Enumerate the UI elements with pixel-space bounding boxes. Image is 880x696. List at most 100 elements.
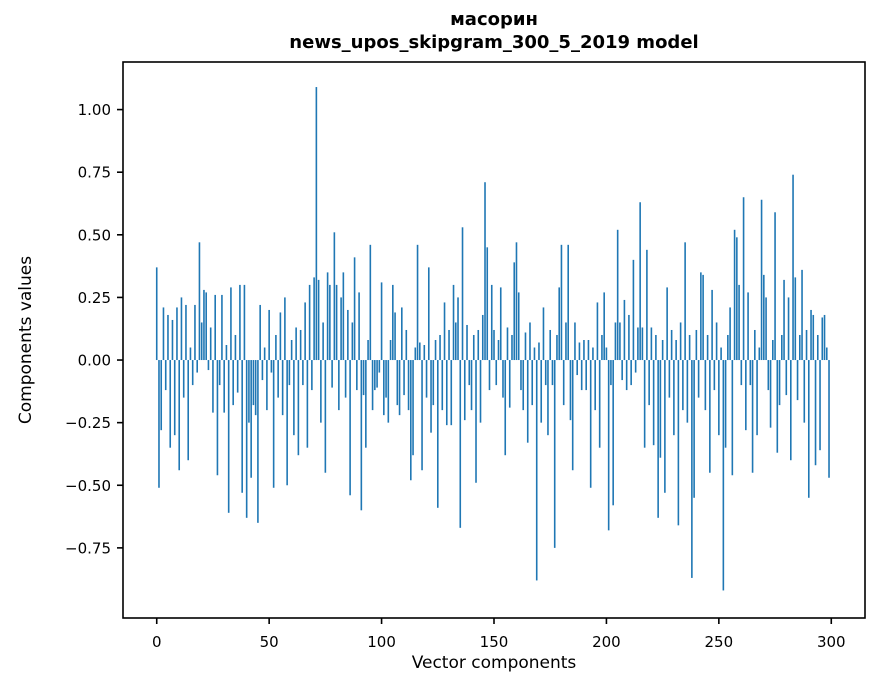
bar bbox=[697, 360, 700, 398]
bar bbox=[344, 360, 347, 398]
bar bbox=[403, 360, 405, 396]
chart-title: масорин bbox=[450, 9, 538, 30]
bar bbox=[436, 360, 439, 508]
bar bbox=[488, 360, 491, 391]
bar bbox=[466, 324, 468, 361]
bar bbox=[542, 307, 545, 361]
bar bbox=[218, 360, 221, 386]
bar bbox=[185, 304, 187, 361]
x-tick-label: 100 bbox=[367, 633, 396, 651]
bar bbox=[628, 314, 630, 361]
bar bbox=[589, 360, 592, 488]
bar bbox=[198, 242, 201, 361]
bar bbox=[524, 332, 527, 361]
bar bbox=[374, 360, 376, 391]
bar bbox=[445, 360, 448, 426]
bar bbox=[315, 87, 318, 361]
bar bbox=[459, 360, 462, 528]
y-axis-label: Components values bbox=[16, 256, 36, 424]
bar bbox=[293, 360, 295, 436]
bar bbox=[216, 360, 219, 476]
bar bbox=[695, 329, 698, 361]
bar bbox=[778, 360, 781, 406]
bar bbox=[825, 347, 828, 361]
bar bbox=[776, 360, 779, 453]
bar bbox=[515, 242, 518, 361]
bar bbox=[155, 267, 158, 361]
bar bbox=[729, 307, 731, 361]
bar bbox=[616, 229, 619, 361]
bar bbox=[709, 360, 711, 473]
bar bbox=[243, 284, 246, 361]
bar bbox=[603, 292, 605, 361]
bar bbox=[639, 202, 641, 361]
bar bbox=[508, 360, 511, 408]
bar bbox=[376, 360, 378, 388]
x-tick-label: 300 bbox=[817, 633, 846, 651]
bar bbox=[302, 360, 304, 386]
bar bbox=[576, 360, 578, 376]
bar bbox=[306, 360, 309, 448]
bar bbox=[794, 277, 797, 361]
bar bbox=[558, 287, 561, 361]
bar bbox=[463, 360, 466, 421]
bar bbox=[432, 360, 435, 406]
bar bbox=[596, 302, 599, 361]
bar bbox=[731, 360, 734, 476]
bar bbox=[338, 360, 340, 411]
bar bbox=[200, 322, 203, 361]
bar bbox=[798, 334, 801, 361]
bar bbox=[416, 244, 419, 361]
bar bbox=[212, 360, 214, 413]
bar bbox=[209, 327, 212, 361]
bar bbox=[733, 229, 736, 361]
y-tick-label: 0.25 bbox=[78, 289, 111, 307]
bar bbox=[329, 284, 331, 361]
bar bbox=[353, 257, 356, 361]
bar bbox=[362, 360, 365, 396]
bar bbox=[529, 322, 531, 361]
bar bbox=[313, 277, 315, 361]
bar bbox=[659, 360, 662, 458]
bar bbox=[454, 322, 457, 361]
bar bbox=[637, 327, 639, 361]
bar bbox=[245, 360, 248, 518]
bar bbox=[268, 309, 270, 361]
bar bbox=[495, 360, 498, 386]
bar bbox=[774, 212, 776, 361]
bar bbox=[189, 347, 192, 361]
y-ticks-group: −0.75 −0.50 −0.25 0.00 0.25 0.50 0.75 1.00 bbox=[65, 101, 123, 557]
bar bbox=[252, 360, 255, 406]
x-tick-label: 0 bbox=[152, 633, 162, 651]
bar bbox=[666, 287, 668, 361]
bar bbox=[414, 347, 417, 361]
bar bbox=[486, 247, 489, 361]
bar bbox=[592, 347, 594, 361]
bar bbox=[760, 199, 763, 361]
bar bbox=[236, 360, 239, 393]
bar bbox=[383, 360, 385, 416]
bar bbox=[742, 197, 745, 361]
bar bbox=[718, 360, 720, 436]
bar bbox=[668, 360, 671, 398]
bar bbox=[785, 360, 788, 396]
bar bbox=[522, 360, 525, 411]
bar bbox=[619, 322, 621, 361]
bar bbox=[173, 360, 176, 436]
bar bbox=[706, 334, 709, 361]
bar bbox=[320, 360, 322, 423]
bar bbox=[805, 329, 808, 361]
bar bbox=[331, 360, 333, 388]
bar bbox=[396, 360, 399, 406]
bar bbox=[549, 329, 552, 361]
bar bbox=[430, 360, 432, 433]
bar bbox=[540, 360, 543, 423]
bar bbox=[531, 360, 534, 406]
bar bbox=[553, 360, 556, 548]
y-tick-label: −0.75 bbox=[65, 539, 111, 557]
bar bbox=[520, 360, 522, 391]
bar bbox=[547, 360, 549, 436]
bar bbox=[673, 360, 675, 436]
bar bbox=[655, 334, 657, 361]
